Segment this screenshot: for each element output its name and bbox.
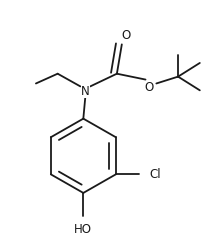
Text: N: N <box>81 85 90 98</box>
Text: O: O <box>145 81 154 94</box>
Text: Cl: Cl <box>149 168 161 181</box>
Text: O: O <box>121 29 130 42</box>
Text: HO: HO <box>74 223 92 236</box>
